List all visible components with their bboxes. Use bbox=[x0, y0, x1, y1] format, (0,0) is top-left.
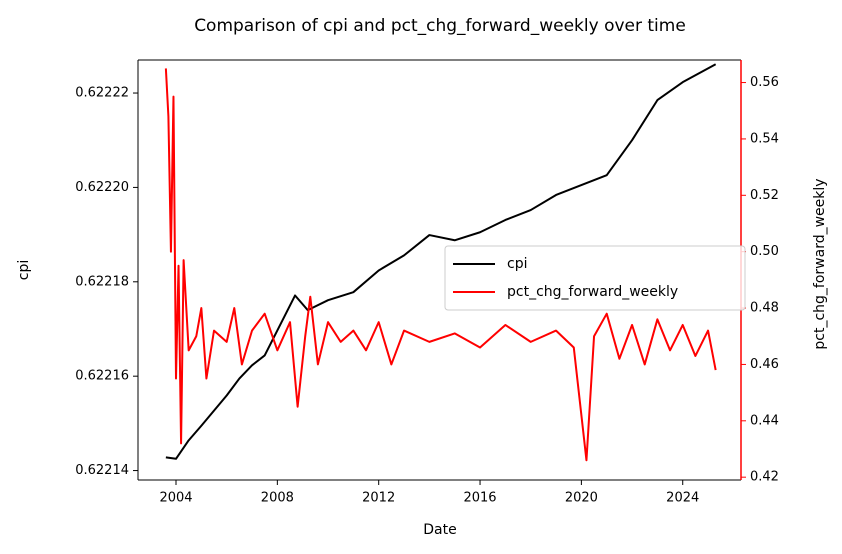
y2-tick-label: 0.48 bbox=[750, 301, 779, 316]
legend-label: cpi bbox=[507, 256, 527, 272]
x-axis-label: Date bbox=[423, 522, 456, 538]
y-tick-label: 0.62218 bbox=[75, 274, 129, 289]
x-tick-label: 2012 bbox=[362, 491, 395, 506]
x-tick-label: 2020 bbox=[565, 491, 598, 506]
y2-tick-label: 0.46 bbox=[750, 357, 779, 372]
data-line bbox=[165, 63, 717, 460]
y-tick-label: 0.62220 bbox=[75, 180, 129, 195]
x-tick-label: 2016 bbox=[463, 491, 496, 506]
y2-tick-label: 0.54 bbox=[750, 131, 779, 146]
x-tick-label: 2004 bbox=[159, 491, 192, 506]
y-tick-label: 0.62216 bbox=[75, 369, 129, 384]
x-tick-label: 2024 bbox=[666, 491, 699, 506]
y-tick-label: 0.62214 bbox=[75, 463, 129, 478]
legend-box bbox=[444, 245, 746, 311]
y2-tick-label: 0.44 bbox=[750, 413, 779, 428]
chart-title: Comparison of cpi and pct_chg_forward_we… bbox=[194, 16, 686, 36]
data-line bbox=[164, 68, 717, 462]
legend: cpi pct_chg_forward_weekly bbox=[444, 245, 746, 311]
y2-axis-label: pct_chg_forward_weekly bbox=[812, 178, 828, 349]
y-tick-label: 0.62222 bbox=[75, 86, 129, 101]
y2-tick-label: 0.52 bbox=[750, 188, 779, 203]
legend-label: pct_chg_forward_weekly bbox=[507, 284, 678, 300]
x-tick-label: 2008 bbox=[261, 491, 294, 506]
y-axis-label: cpi bbox=[16, 260, 32, 280]
y2-tick-label: 0.42 bbox=[750, 470, 779, 485]
y2-tick-label: 0.50 bbox=[750, 244, 779, 259]
y2-tick-label: 0.56 bbox=[750, 75, 779, 90]
